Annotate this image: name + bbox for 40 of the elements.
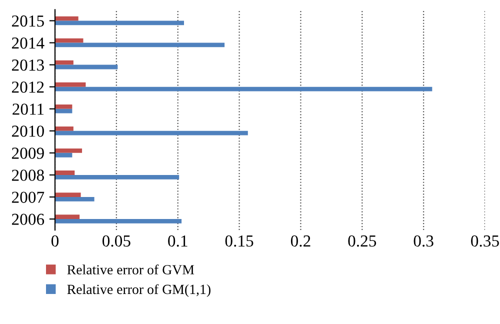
y-tick-label: 2013 (12, 60, 44, 71)
legend-label: Relative error of GVM (67, 264, 194, 275)
bar (55, 38, 84, 43)
bar (55, 174, 180, 180)
bar (55, 192, 81, 197)
bar (55, 16, 78, 21)
bar (55, 214, 80, 220)
bar (55, 170, 75, 175)
y-tick-label: 2010 (12, 126, 44, 137)
bar (55, 64, 118, 70)
x-tick-label: 0.35 (471, 235, 499, 247)
bar (55, 20, 184, 26)
bar (55, 60, 74, 65)
bar (55, 152, 72, 158)
y-tick-label: 2012 (12, 82, 44, 93)
legend-label: Relative error of GM(1,1) (67, 284, 210, 297)
x-tick-label: 0.2 (290, 235, 310, 247)
bar (55, 126, 74, 131)
bar (55, 196, 94, 202)
y-tick-label: 2011 (12, 104, 44, 115)
x-tick-label: 0.25 (348, 235, 376, 247)
bar (55, 219, 182, 224)
bar (55, 42, 225, 48)
x-tick-label: 0.3 (414, 235, 434, 247)
bar (55, 104, 72, 109)
y-tick-label: 2006 (12, 214, 44, 225)
bar (55, 108, 72, 114)
x-tick-label: 0.15 (225, 235, 254, 247)
y-tick-label: 2014 (12, 37, 44, 49)
x-tick-label: 0.05 (102, 235, 130, 247)
y-tick-label: 2008 (12, 170, 44, 181)
bar (55, 82, 86, 87)
bar (55, 148, 82, 153)
x-tick-label: 0 (51, 235, 59, 247)
bar (55, 130, 248, 136)
bar (55, 86, 432, 92)
y-tick-label: 2015 (12, 15, 44, 27)
x-tick-label: 0.1 (168, 235, 188, 247)
y-tick-label: 2009 (12, 148, 44, 159)
y-tick-label: 2007 (12, 192, 44, 203)
